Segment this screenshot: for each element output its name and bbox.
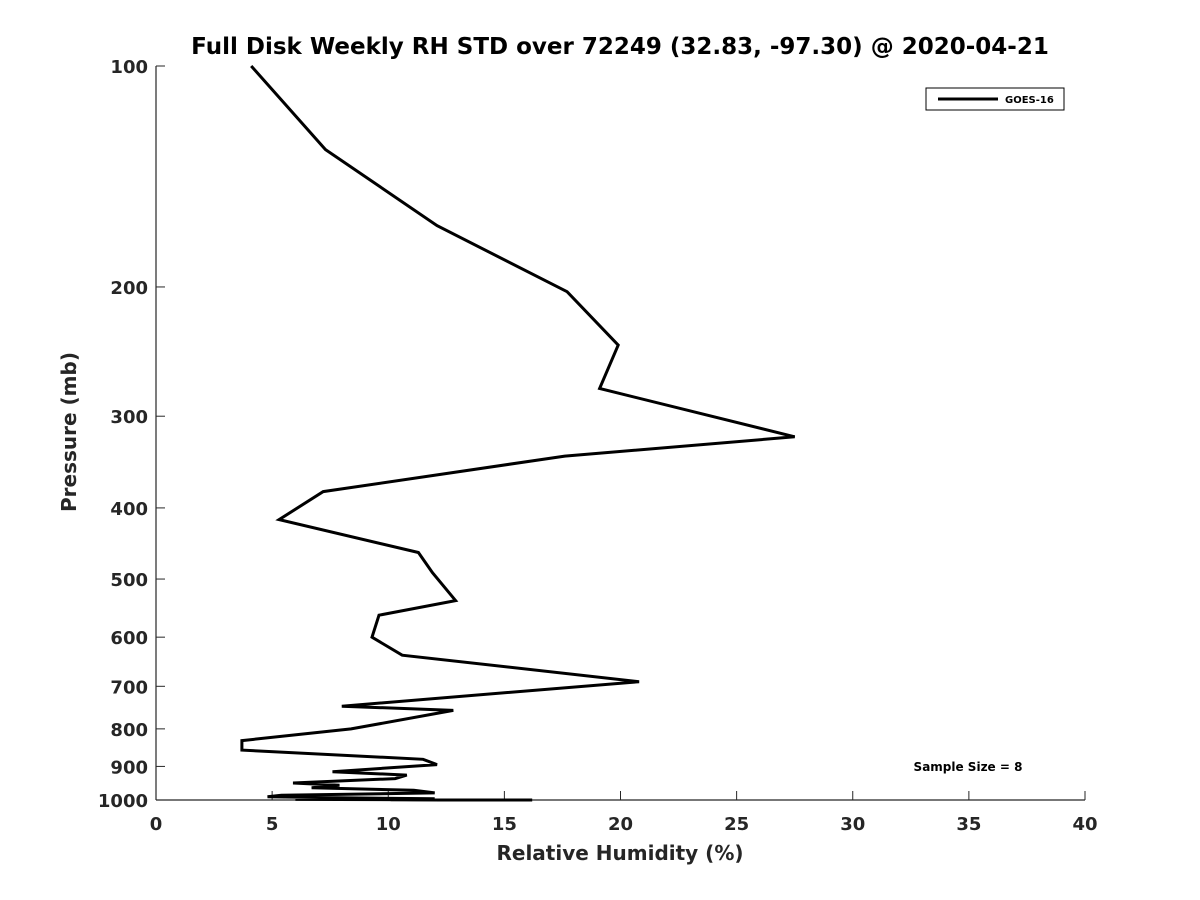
x-axis-label: Relative Humidity (%) [496, 841, 743, 865]
x-tick-label: 10 [376, 814, 401, 835]
y-axis-label: Pressure (mb) [57, 352, 81, 512]
series-line [240, 65, 796, 802]
x-tick-label: 5 [266, 814, 279, 835]
legend-label: GOES-16 [1005, 95, 1054, 106]
x-tick-label: 20 [608, 814, 633, 835]
chart-title: Full Disk Weekly RH STD over 72249 (32.8… [191, 34, 1049, 60]
y-tick-label: 500 [110, 570, 148, 591]
y-tick-label: 800 [110, 720, 148, 741]
y-tick-label: 200 [110, 278, 148, 299]
y-tick-label: 1000 [98, 791, 148, 812]
y-tick-label: 400 [110, 499, 148, 520]
y-tick-label: 100 [110, 57, 148, 78]
x-tick-label: 30 [840, 814, 865, 835]
x-tick-label: 35 [956, 814, 981, 835]
axes: 0 5 10 15 20 25 30 35 40 100 200 300 400 500 600 700 800… [98, 57, 1098, 835]
y-tick-label: 600 [110, 628, 148, 649]
series-group [240, 65, 796, 802]
x-tick-label: 25 [724, 814, 749, 835]
x-tick-label: 40 [1072, 814, 1097, 835]
x-tick-label: 15 [492, 814, 517, 835]
legend: GOES-16 [925, 87, 1065, 111]
sample-size-annotation: Sample Size = 8 [914, 760, 1023, 774]
y-tick-label: 900 [110, 757, 148, 778]
y-tick-label: 300 [110, 407, 148, 428]
y-tick-label: 700 [110, 677, 148, 698]
x-tick-label: 0 [150, 814, 163, 835]
